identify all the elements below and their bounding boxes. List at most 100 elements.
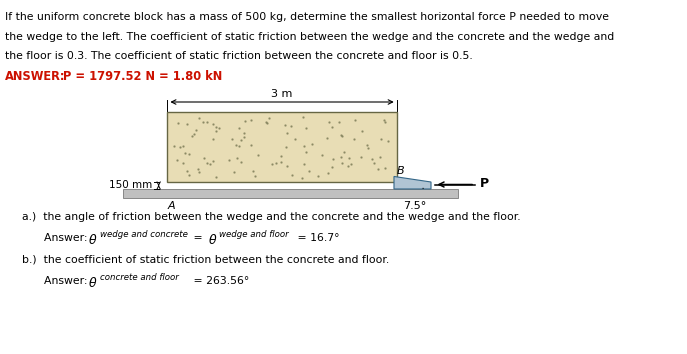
Text: b.)  the coefficient of static friction between the concrete and floor.: b.) the coefficient of static friction b… (22, 255, 390, 265)
Text: Answer:: Answer: (44, 276, 91, 286)
Text: $\theta$: $\theta$ (208, 233, 217, 247)
Point (275, 160, 286, 165)
Text: $\theta$: $\theta$ (88, 233, 98, 247)
Point (168, 143, 179, 149)
Point (181, 168, 192, 173)
Point (181, 121, 192, 126)
Point (301, 125, 312, 131)
Point (299, 161, 310, 167)
Point (236, 137, 247, 143)
Text: A: A (168, 201, 176, 211)
Point (214, 125, 225, 131)
Point (249, 173, 260, 179)
Point (252, 152, 263, 158)
Point (191, 127, 202, 132)
Point (201, 160, 212, 165)
Point (180, 150, 191, 155)
Point (346, 161, 357, 167)
Point (194, 170, 205, 175)
Point (211, 174, 222, 180)
Point (234, 143, 245, 149)
Point (297, 175, 308, 181)
Point (177, 143, 188, 149)
Point (356, 154, 367, 160)
Text: Answer:: Answer: (44, 233, 91, 243)
Point (323, 120, 334, 125)
Point (322, 170, 333, 176)
Bar (168, 112, 396, 182)
Point (172, 157, 183, 163)
Point (372, 166, 383, 172)
Point (336, 132, 347, 138)
Point (344, 155, 355, 161)
Point (336, 133, 347, 139)
Point (374, 154, 385, 160)
Point (348, 136, 359, 142)
Point (290, 136, 301, 142)
Text: concrete and floor: concrete and floor (100, 273, 179, 282)
Point (173, 120, 184, 126)
Text: wedge and concrete: wedge and concrete (100, 230, 188, 239)
Point (366, 156, 377, 162)
Point (379, 119, 390, 125)
Point (326, 164, 337, 170)
Point (275, 154, 286, 159)
Point (322, 135, 333, 141)
Point (260, 120, 271, 125)
Point (205, 161, 216, 167)
Point (210, 128, 221, 133)
Point (281, 144, 292, 150)
Point (300, 149, 311, 155)
Text: B: B (396, 166, 404, 176)
Point (247, 169, 258, 174)
Point (298, 144, 309, 149)
Point (282, 164, 293, 169)
Point (304, 168, 315, 174)
Text: =: = (190, 233, 205, 243)
Point (262, 120, 273, 126)
Point (229, 170, 240, 175)
Text: the floor is 0.3. The coefficient of static friction between the concrete and fl: the floor is 0.3. The coefficient of sta… (5, 51, 473, 61)
Point (339, 149, 350, 154)
Point (194, 115, 205, 121)
Point (264, 115, 275, 121)
Point (174, 144, 185, 150)
Text: P = 1797.52 N = 1.80 kN: P = 1797.52 N = 1.80 kN (55, 70, 222, 84)
Point (183, 173, 194, 178)
Point (240, 118, 251, 124)
Point (306, 141, 317, 147)
Point (235, 159, 246, 165)
Point (246, 117, 257, 123)
Point (177, 160, 188, 166)
Text: P: P (480, 177, 488, 190)
Point (361, 142, 372, 148)
Bar (124, 189, 458, 198)
Text: If the uniform concrete block has a mass of 500 kg, determine the smallest horiz: If the uniform concrete block has a mass… (5, 12, 609, 22)
Point (379, 117, 390, 122)
Point (183, 151, 194, 157)
Point (245, 142, 256, 148)
Text: the wedge to the left. The coefficient of static friction between the wedge and : the wedge to the left. The coefficient o… (5, 32, 615, 41)
Point (337, 160, 348, 166)
Point (375, 136, 386, 141)
Point (286, 172, 297, 178)
Text: 150 mm: 150 mm (109, 179, 153, 189)
Point (327, 156, 338, 161)
Point (227, 136, 238, 142)
Point (224, 158, 235, 163)
Point (201, 119, 212, 125)
Point (343, 164, 354, 169)
Text: 7.5°: 7.5° (403, 201, 426, 211)
Point (383, 138, 394, 144)
Point (298, 114, 309, 120)
Polygon shape (394, 177, 431, 189)
Text: ANSWER:: ANSWER: (5, 70, 66, 84)
Point (211, 125, 222, 130)
Point (327, 125, 338, 130)
Point (271, 160, 282, 166)
Point (349, 118, 360, 123)
Text: wedge and floor: wedge and floor (219, 230, 289, 239)
Point (231, 155, 242, 161)
Point (280, 122, 291, 127)
Point (192, 167, 203, 172)
